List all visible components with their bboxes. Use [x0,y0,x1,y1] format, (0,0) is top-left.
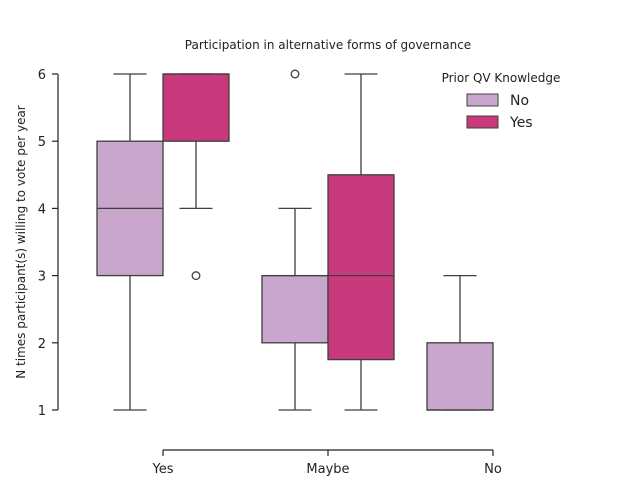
legend: Prior QV Knowledge No Yes [442,71,561,131]
y-tick-label: 2 [38,337,46,352]
plot-area: 1 2 3 4 5 6 Yes Maybe No [38,68,502,477]
box-no-yes [96,73,164,411]
legend-label-no: No [510,93,529,109]
chart-title: Participation in alternative forms of go… [185,38,471,52]
legend-swatch-no [466,93,499,107]
outlier-point [290,69,300,79]
iqr-box [261,274,329,344]
y-tick-label: 3 [38,270,46,285]
y-tick-label: 5 [38,135,46,150]
outlier-point [191,271,201,281]
iqr-box [426,342,494,411]
x-tick-label: Maybe [306,462,349,477]
legend-label-yes: Yes [509,115,533,131]
y-tick-label: 6 [38,68,46,83]
y-tick-label: 1 [38,404,46,419]
y-tick-label: 4 [38,202,46,217]
box-yes-yes [162,73,230,281]
box-no-no [426,274,494,411]
legend-title: Prior QV Knowledge [442,71,561,85]
x-tick-label: Yes [152,462,174,477]
iqr-box [162,73,230,142]
iqr-box [327,174,395,361]
x-tick-label: No [484,462,502,477]
legend-swatch-yes [466,115,499,129]
y-axis-label: N times participant(s) willing to vote p… [14,105,28,379]
box-no-maybe [261,69,329,411]
box-yes-maybe [327,73,395,411]
